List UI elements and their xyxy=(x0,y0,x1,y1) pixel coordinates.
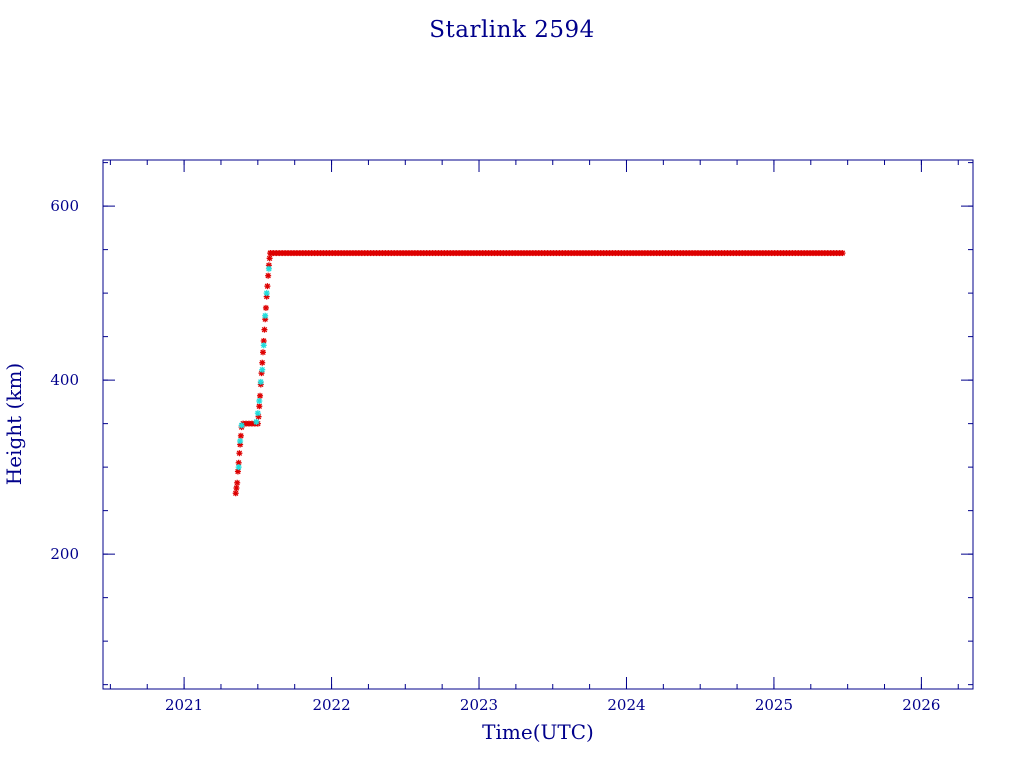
y-tick-label: 200 xyxy=(50,545,79,563)
data-point xyxy=(238,422,245,429)
y-tick-label: 600 xyxy=(50,197,79,215)
data-point xyxy=(265,272,272,279)
x-axis-label: Time(UTC) xyxy=(482,720,594,744)
x-tick-label: 2021 xyxy=(165,696,203,714)
data-point xyxy=(257,378,264,385)
x-tick-label: 2024 xyxy=(607,696,645,714)
data-point xyxy=(256,398,263,405)
data-point xyxy=(263,290,270,297)
data-point xyxy=(234,479,241,486)
y-axis-label: Height (km) xyxy=(2,363,26,485)
data-point xyxy=(265,265,272,272)
data-point xyxy=(254,410,261,417)
plot-frame xyxy=(102,159,974,690)
data-point xyxy=(260,342,267,349)
data-point xyxy=(236,450,243,457)
x-tick-label: 2023 xyxy=(460,696,498,714)
data-point xyxy=(232,490,239,497)
data-point xyxy=(259,366,266,373)
x-tick-label: 2022 xyxy=(312,696,350,714)
data-point xyxy=(267,250,274,257)
y-tick-label: 400 xyxy=(50,371,79,389)
chart-title: Starlink 2594 xyxy=(429,17,595,43)
tick-labels: 2021 2022 2023 2024 2025 2026 200 400 600 xyxy=(50,197,940,714)
data-point xyxy=(256,403,263,410)
data-point xyxy=(234,468,241,475)
data-point xyxy=(266,255,273,262)
data-point xyxy=(262,304,269,311)
data-point xyxy=(259,349,266,356)
plot-area xyxy=(232,250,846,497)
data-point xyxy=(233,485,240,492)
data-point xyxy=(839,250,846,257)
data-point xyxy=(262,312,269,319)
data-point xyxy=(253,418,260,425)
x-tick-label: 2025 xyxy=(755,696,793,714)
data-point xyxy=(261,326,268,333)
axis-ticks xyxy=(103,160,973,689)
data-point xyxy=(237,432,244,439)
data-point xyxy=(259,359,266,366)
x-tick-label: 2026 xyxy=(902,696,940,714)
data-point xyxy=(237,438,244,445)
data-point xyxy=(257,392,264,399)
data-point xyxy=(235,464,242,471)
data-point xyxy=(264,283,271,290)
